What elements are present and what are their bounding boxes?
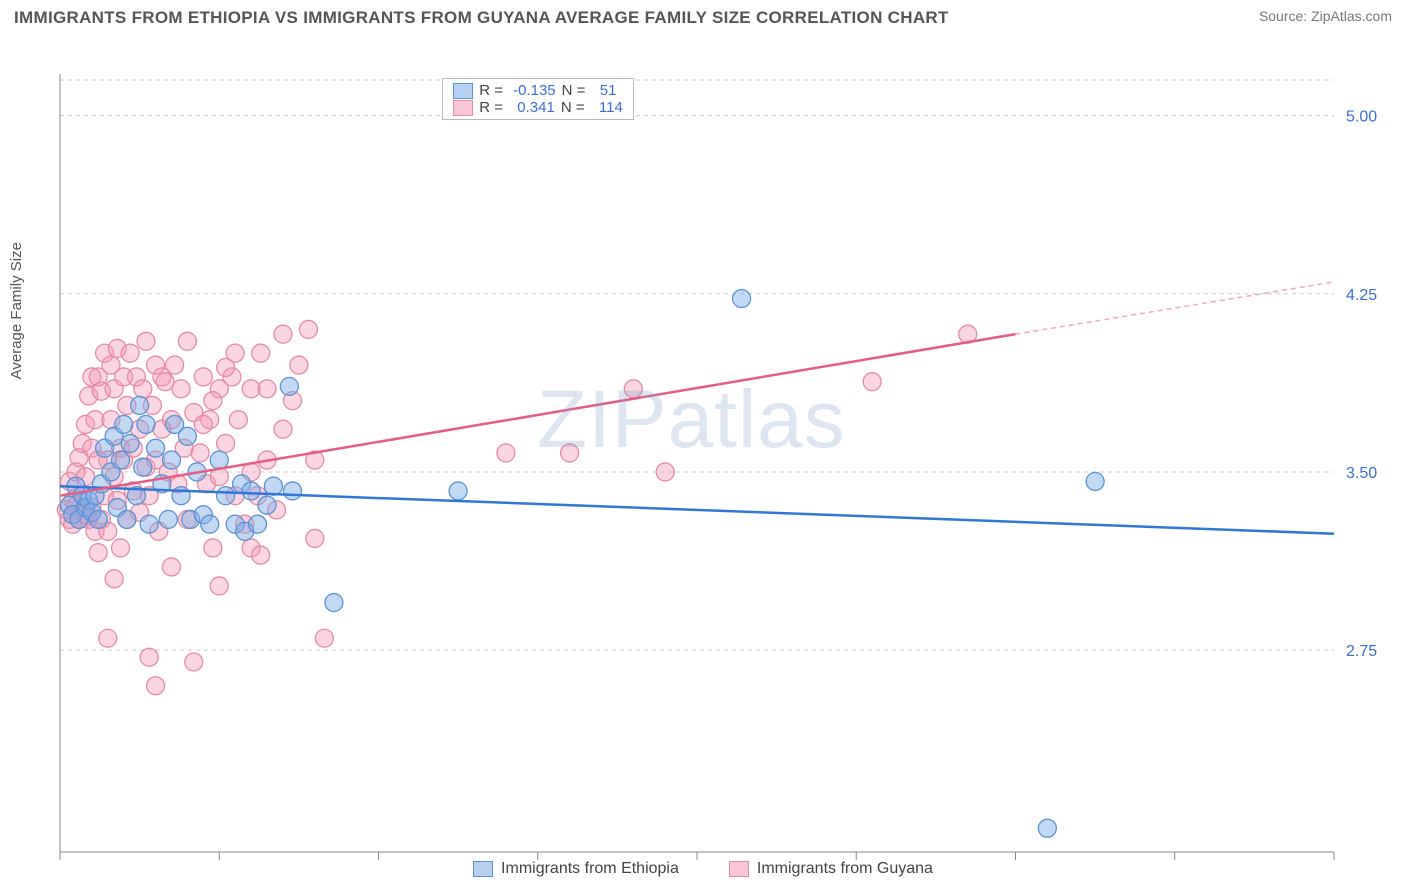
legend-item-ethiopia: Immigrants from Ethiopia xyxy=(473,860,679,878)
n-value: 114 xyxy=(591,99,623,116)
svg-text:4.25: 4.25 xyxy=(1346,287,1377,304)
n-label: N = xyxy=(562,82,586,99)
legend-swatch xyxy=(453,83,473,99)
chart-source: Source: ZipAtlas.com xyxy=(1259,8,1392,24)
legend-swatch-blue xyxy=(473,861,493,877)
legend-label-ethiopia: Immigrants from Ethiopia xyxy=(501,860,679,878)
svg-text:3.50: 3.50 xyxy=(1346,465,1377,482)
legend-swatch xyxy=(453,100,473,116)
svg-text:5.00: 5.00 xyxy=(1346,109,1377,126)
legend-label-guyana: Immigrants from Guyana xyxy=(757,860,933,878)
source-link[interactable]: ZipAtlas.com xyxy=(1311,8,1392,24)
legend-swatch-pink xyxy=(729,861,749,877)
y-axis-label: Average Family Size xyxy=(8,242,25,379)
scatter-chart-svg: 2.753.504.255.000.0%40.0% xyxy=(14,32,1392,864)
svg-text:2.75: 2.75 xyxy=(1346,643,1377,660)
r-value: -0.135 xyxy=(509,82,556,99)
chart-title: IMMIGRANTS FROM ETHIOPIA VS IMMIGRANTS F… xyxy=(14,8,949,28)
r-label: R = xyxy=(479,82,503,99)
legend-item-guyana: Immigrants from Guyana xyxy=(729,860,933,878)
n-value: 51 xyxy=(591,82,616,99)
correlation-legend: R = -0.135 N = 51 R = 0.341 N = 114 xyxy=(442,78,634,120)
chart-header: IMMIGRANTS FROM ETHIOPIA VS IMMIGRANTS F… xyxy=(0,0,1406,32)
source-label: Source: xyxy=(1259,8,1307,24)
chart-area: Average Family Size 2.753.504.255.000.0%… xyxy=(14,32,1392,864)
n-label: N = xyxy=(561,99,585,116)
r-value: 0.341 xyxy=(509,99,555,116)
series-legend: Immigrants from Ethiopia Immigrants from… xyxy=(14,860,1392,878)
r-label: R = xyxy=(479,99,503,116)
